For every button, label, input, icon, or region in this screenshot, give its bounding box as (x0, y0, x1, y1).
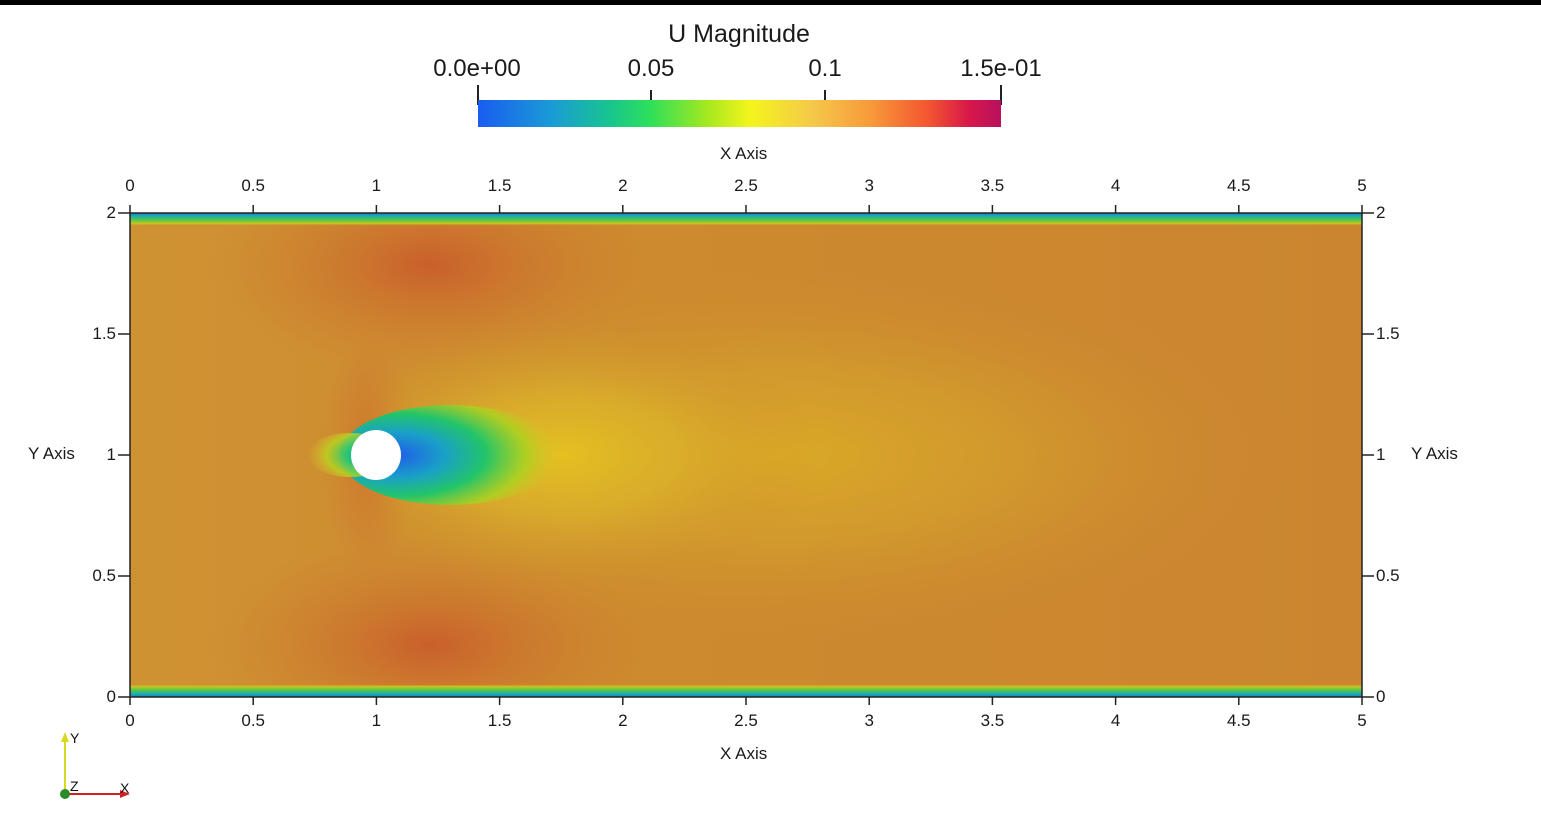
colorbar-tick-label: 0.1 (808, 55, 842, 82)
axis-tick-label: 2.5 (734, 711, 758, 730)
axis-tick-label: 1.5 (1376, 324, 1400, 343)
axis-tick-label: 0.5 (241, 711, 266, 730)
x-axis-label-bottom: X Axis (720, 744, 768, 763)
axis-tick-label: 3.5 (980, 176, 1005, 195)
axis-tick-label: 4.5 (1226, 711, 1251, 730)
axis-tick-label: 1.5 (487, 176, 512, 195)
axis-tick-label: 4 (1110, 711, 1121, 730)
orientation-axes-icon (60, 732, 130, 799)
flow-domain (130, 213, 1362, 697)
y-axis-label-right: Y Axis (1411, 444, 1458, 463)
axis-tick-label: 3 (864, 176, 874, 195)
colorbar-title: U Magnitude (668, 20, 810, 48)
axis-tick-label: 0.5 (1376, 566, 1400, 585)
axis-tick-label: 0.5 (241, 176, 266, 195)
colorbar-gradient (478, 100, 1001, 127)
x-axis-label-top: X Axis (720, 144, 768, 163)
orientation-x-label: X (120, 780, 130, 796)
axis-tick-label: 3.5 (980, 711, 1005, 730)
cylinder-obstacle (351, 430, 401, 480)
axis-tick-label: 3 (864, 711, 874, 730)
orientation-z-label: Z (70, 778, 79, 794)
colorbar-tick-label: 0.05 (627, 55, 675, 82)
axis-tick-label: 1 (371, 711, 382, 730)
axis-tick-label: 2 (618, 711, 628, 730)
axis-tick-label: 1.5 (92, 324, 116, 343)
axis-tick-label: 1 (106, 445, 116, 464)
axis-tick-label: 1.5 (487, 711, 512, 730)
axis-tick-label: 1 (371, 176, 382, 195)
colorbar-tick-label: 1.5e-01 (960, 55, 1042, 82)
axis-tick-label: 0 (125, 711, 135, 730)
axis-tick-label: 2 (1376, 203, 1386, 222)
orientation-axes-widget: Y Z X (50, 728, 140, 808)
y-axis-label-left: Y Axis (28, 444, 75, 463)
axis-grid-lines (118, 205, 1374, 705)
axis-tick-label: 4.5 (1226, 176, 1251, 195)
orientation-y-label: Y (70, 730, 80, 746)
colorbar-tick-label: 0.0e+00 (433, 55, 521, 82)
axis-tick-label: 4 (1110, 176, 1121, 195)
axis-tick-label: 2.5 (734, 176, 758, 195)
axis-tick-label: 2 (106, 203, 116, 222)
axis-tick-label: 2 (618, 176, 628, 195)
axis-tick-label: 5 (1357, 176, 1367, 195)
axis-tick-label: 5 (1357, 711, 1367, 730)
axis-tick-label: 0 (106, 687, 116, 706)
axis-tick-label: 0 (1376, 687, 1386, 706)
top-border (0, 0, 1541, 5)
axis-tick-label: 0.5 (92, 566, 116, 585)
axis-tick-label: 0 (125, 176, 135, 195)
axis-tick-label: 1 (1376, 445, 1386, 464)
